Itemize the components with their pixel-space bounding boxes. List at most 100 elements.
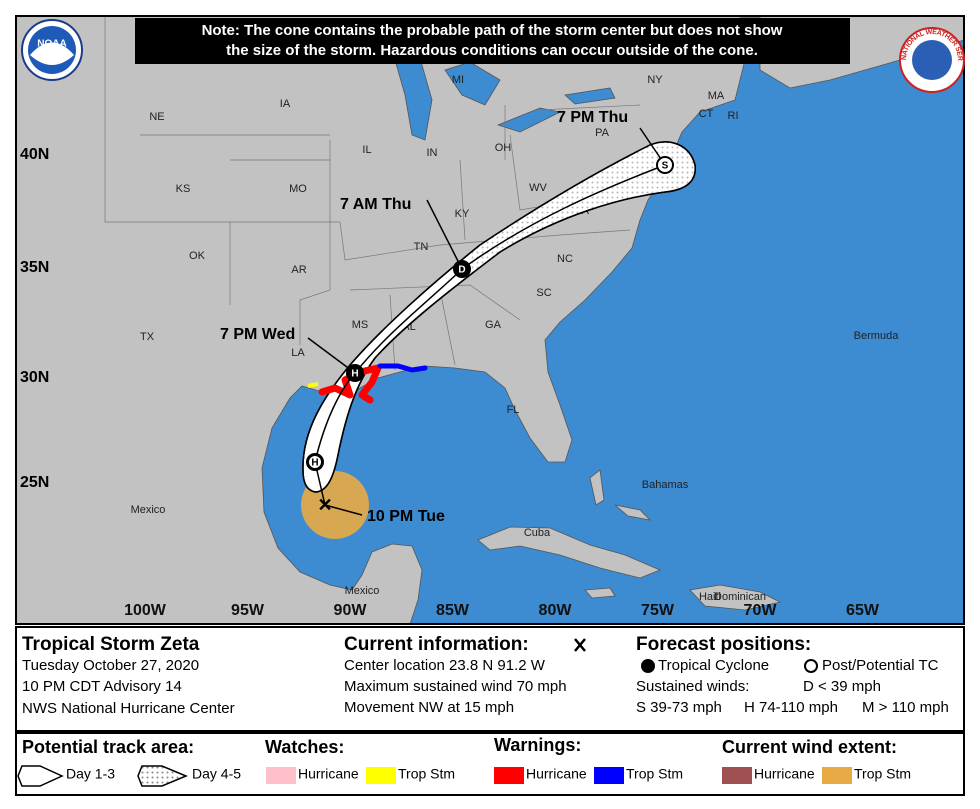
region-label: MI <box>452 74 464 86</box>
region-label: MS <box>352 319 369 331</box>
current-title: Current information: <box>344 634 529 655</box>
map: NEIAMINYMACTRIPAKSMOILINOHWVVAMDDEOKARKY… <box>16 16 964 624</box>
longitude-label: 65W <box>846 602 880 619</box>
region-label: Haiti <box>699 591 721 603</box>
longitude-label: 85W <box>436 602 470 619</box>
legend-item: Day 1-3 <box>66 766 115 782</box>
storm-line: NWS National Hurricane Center <box>22 700 235 717</box>
current-line: Movement NW at 15 mph <box>344 699 514 716</box>
track-leader <box>324 504 363 516</box>
track-time-label: 10 PM Tue <box>367 508 445 525</box>
track-point-fill <box>347 365 363 381</box>
track-symbol: S <box>662 161 669 172</box>
region-label: Cuba <box>524 527 551 539</box>
storm-line: Tuesday October 27, 2020 <box>22 657 199 674</box>
track-leader <box>426 199 463 270</box>
longitude-label: 80W <box>539 602 573 619</box>
forecast-item: Sustained winds: <box>636 678 749 695</box>
cuba <box>477 526 662 579</box>
region-label: IL <box>362 144 371 156</box>
region-label: PA <box>595 127 610 139</box>
region-label: Bermuda <box>854 330 900 342</box>
latitude-label: 25N <box>20 474 49 491</box>
track-time-label: 7 PM Thu <box>557 109 628 126</box>
legend-title: Watches: <box>265 737 344 757</box>
longitude-label: 90W <box>334 602 368 619</box>
region-label: OH <box>495 142 512 154</box>
region-label: WV <box>529 182 547 194</box>
track-symbol: H <box>351 369 358 380</box>
latitude-label: 30N <box>20 369 49 386</box>
watch-ts-swatch <box>366 767 396 784</box>
region-label: FL <box>507 404 520 416</box>
region-label: OK <box>189 250 206 262</box>
region-label: IN <box>427 147 438 159</box>
hispaniola <box>689 584 782 611</box>
forecast-item: Tropical Cyclone <box>658 657 769 674</box>
map-frame <box>15 15 965 625</box>
track-line <box>314 164 666 506</box>
legend-title: Potential track area: <box>22 737 194 757</box>
region-label: Mexico <box>345 585 380 597</box>
legend-item: Trop Stm <box>626 766 683 782</box>
track-leader <box>307 337 356 374</box>
cone-outline <box>302 141 696 493</box>
legend-item: Day 4-5 <box>192 766 241 782</box>
region-label: Bahamas <box>642 479 689 491</box>
current-line: Center location 23.8 N 91.2 W <box>344 657 546 674</box>
forecast-item: S 39-73 mph <box>636 699 722 716</box>
track-time-label: 7 AM Thu <box>340 196 411 213</box>
region-label: MA <box>708 90 725 102</box>
region-label: NY <box>647 74 663 86</box>
watch-hurricane-swatch <box>266 767 296 784</box>
note-line: Note: The cone contains the probable pat… <box>202 22 783 39</box>
legend-item: Hurricane <box>526 766 587 782</box>
track-symbol: H <box>311 458 318 469</box>
legend-item: Trop Stm <box>854 766 911 782</box>
legend-item: Hurricane <box>298 766 359 782</box>
storm-line: 10 PM CDT Advisory 14 <box>22 678 182 695</box>
region-label: TN <box>414 241 429 253</box>
track-point-inner <box>309 456 321 468</box>
info-panel <box>15 626 965 732</box>
track-point-fill <box>454 261 470 277</box>
track-symbol: D <box>458 265 465 276</box>
region-label: Dominican <box>714 591 766 603</box>
noaa-logo: NOAA <box>21 19 83 81</box>
forecast-title: Forecast positions: <box>636 634 811 655</box>
legend-item: Trop Stm <box>398 766 455 782</box>
noaa-text: NOAA <box>37 39 66 50</box>
legend-panel <box>15 732 965 796</box>
day45-icon <box>137 765 188 787</box>
legend-title: Current wind extent: <box>722 737 897 757</box>
region-label: CT <box>699 108 714 120</box>
tropical-storm-warning <box>377 363 428 373</box>
warn-hurricane-swatch <box>494 767 524 784</box>
longitude-label: 70W <box>744 602 778 619</box>
current-x-icon <box>574 638 586 652</box>
region-label: AR <box>291 264 306 276</box>
track-time-label: 7 PM Wed <box>220 326 295 343</box>
region-label: GA <box>485 319 502 331</box>
post-tc-icon <box>804 659 818 673</box>
legend-title: Warnings: <box>494 735 581 755</box>
track-point <box>656 156 674 174</box>
region-label: Mexico <box>131 504 166 516</box>
note-line: the size of the storm. Hazardous conditi… <box>226 42 758 59</box>
region-label: IA <box>280 98 291 110</box>
region-label: LA <box>291 347 305 359</box>
bahamas <box>589 469 652 521</box>
track-symbol: ✕ <box>317 495 332 515</box>
jamaica <box>584 587 616 599</box>
latitude-label: 35N <box>20 259 49 276</box>
region-label: SC <box>536 287 551 299</box>
tropical-cyclone-icon <box>641 659 655 673</box>
warn-ts-swatch <box>594 767 624 784</box>
wind-hurricane-swatch <box>722 767 752 784</box>
day13-icon <box>17 765 64 787</box>
region-label: RI <box>728 110 739 122</box>
storm-title: Tropical Storm Zeta <box>22 634 200 655</box>
region-label: NC <box>557 253 573 265</box>
region-label: MO <box>289 183 307 195</box>
